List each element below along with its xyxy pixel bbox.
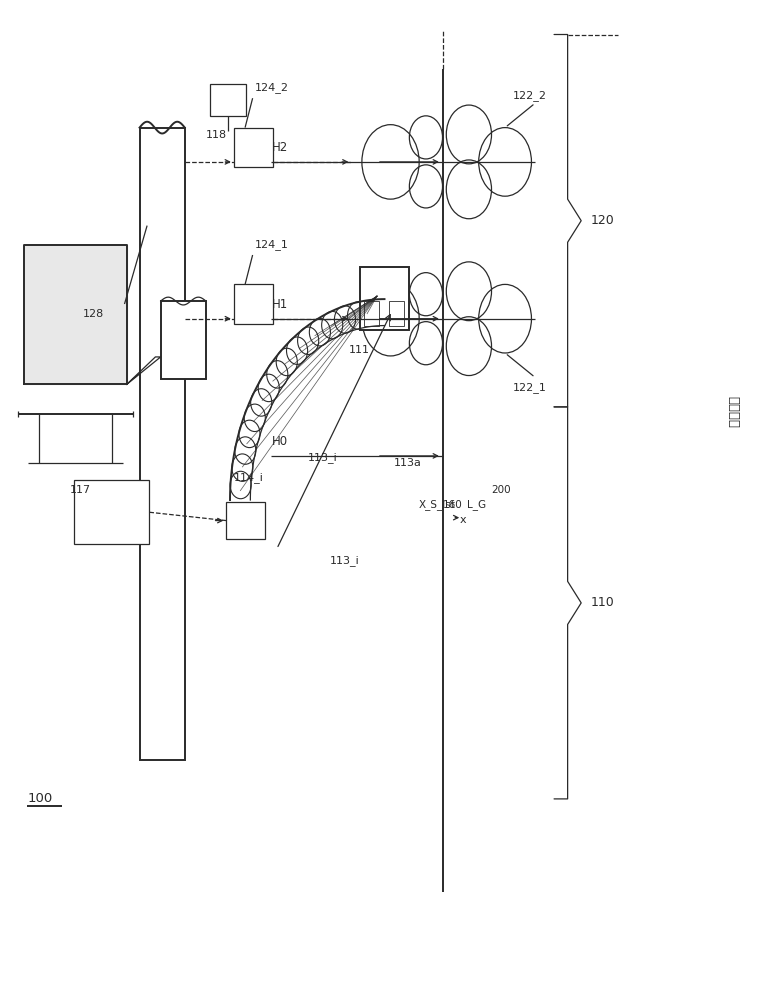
Text: 113a: 113a bbox=[394, 458, 421, 468]
Bar bbox=[139, 128, 185, 760]
Text: 118: 118 bbox=[206, 130, 227, 140]
Text: X_S_lst: X_S_lst bbox=[418, 499, 455, 510]
Text: 128: 128 bbox=[83, 309, 105, 319]
Text: H2: H2 bbox=[271, 141, 288, 154]
Bar bbox=[74, 480, 149, 544]
Bar bbox=[210, 84, 246, 116]
Polygon shape bbox=[127, 357, 161, 384]
Text: H1: H1 bbox=[271, 298, 288, 311]
Text: 现有技术: 现有技术 bbox=[726, 396, 739, 428]
Bar bbox=[361, 267, 408, 330]
Text: 113_i: 113_i bbox=[330, 555, 360, 566]
Text: 114_i: 114_i bbox=[234, 472, 264, 483]
Text: 160: 160 bbox=[443, 500, 463, 510]
Text: 117: 117 bbox=[70, 485, 92, 495]
Text: 113_i: 113_i bbox=[308, 452, 338, 463]
Text: H0: H0 bbox=[271, 435, 288, 448]
Text: 100: 100 bbox=[27, 792, 52, 805]
Bar bbox=[389, 301, 404, 326]
Bar bbox=[234, 128, 273, 167]
Text: 200: 200 bbox=[491, 485, 511, 495]
Bar bbox=[234, 284, 273, 324]
Text: 111: 111 bbox=[349, 345, 370, 355]
Text: x: x bbox=[460, 515, 466, 525]
Bar bbox=[226, 502, 265, 539]
Polygon shape bbox=[25, 245, 127, 384]
Bar bbox=[161, 301, 206, 379]
Text: 124_2: 124_2 bbox=[255, 82, 289, 93]
Text: L_G: L_G bbox=[468, 499, 487, 510]
Text: 120: 120 bbox=[591, 214, 614, 227]
Text: 110: 110 bbox=[591, 596, 614, 609]
Bar bbox=[365, 301, 379, 326]
Text: 122_2: 122_2 bbox=[513, 90, 547, 101]
Text: 122_1: 122_1 bbox=[513, 382, 547, 393]
Text: 124_1: 124_1 bbox=[255, 239, 288, 250]
